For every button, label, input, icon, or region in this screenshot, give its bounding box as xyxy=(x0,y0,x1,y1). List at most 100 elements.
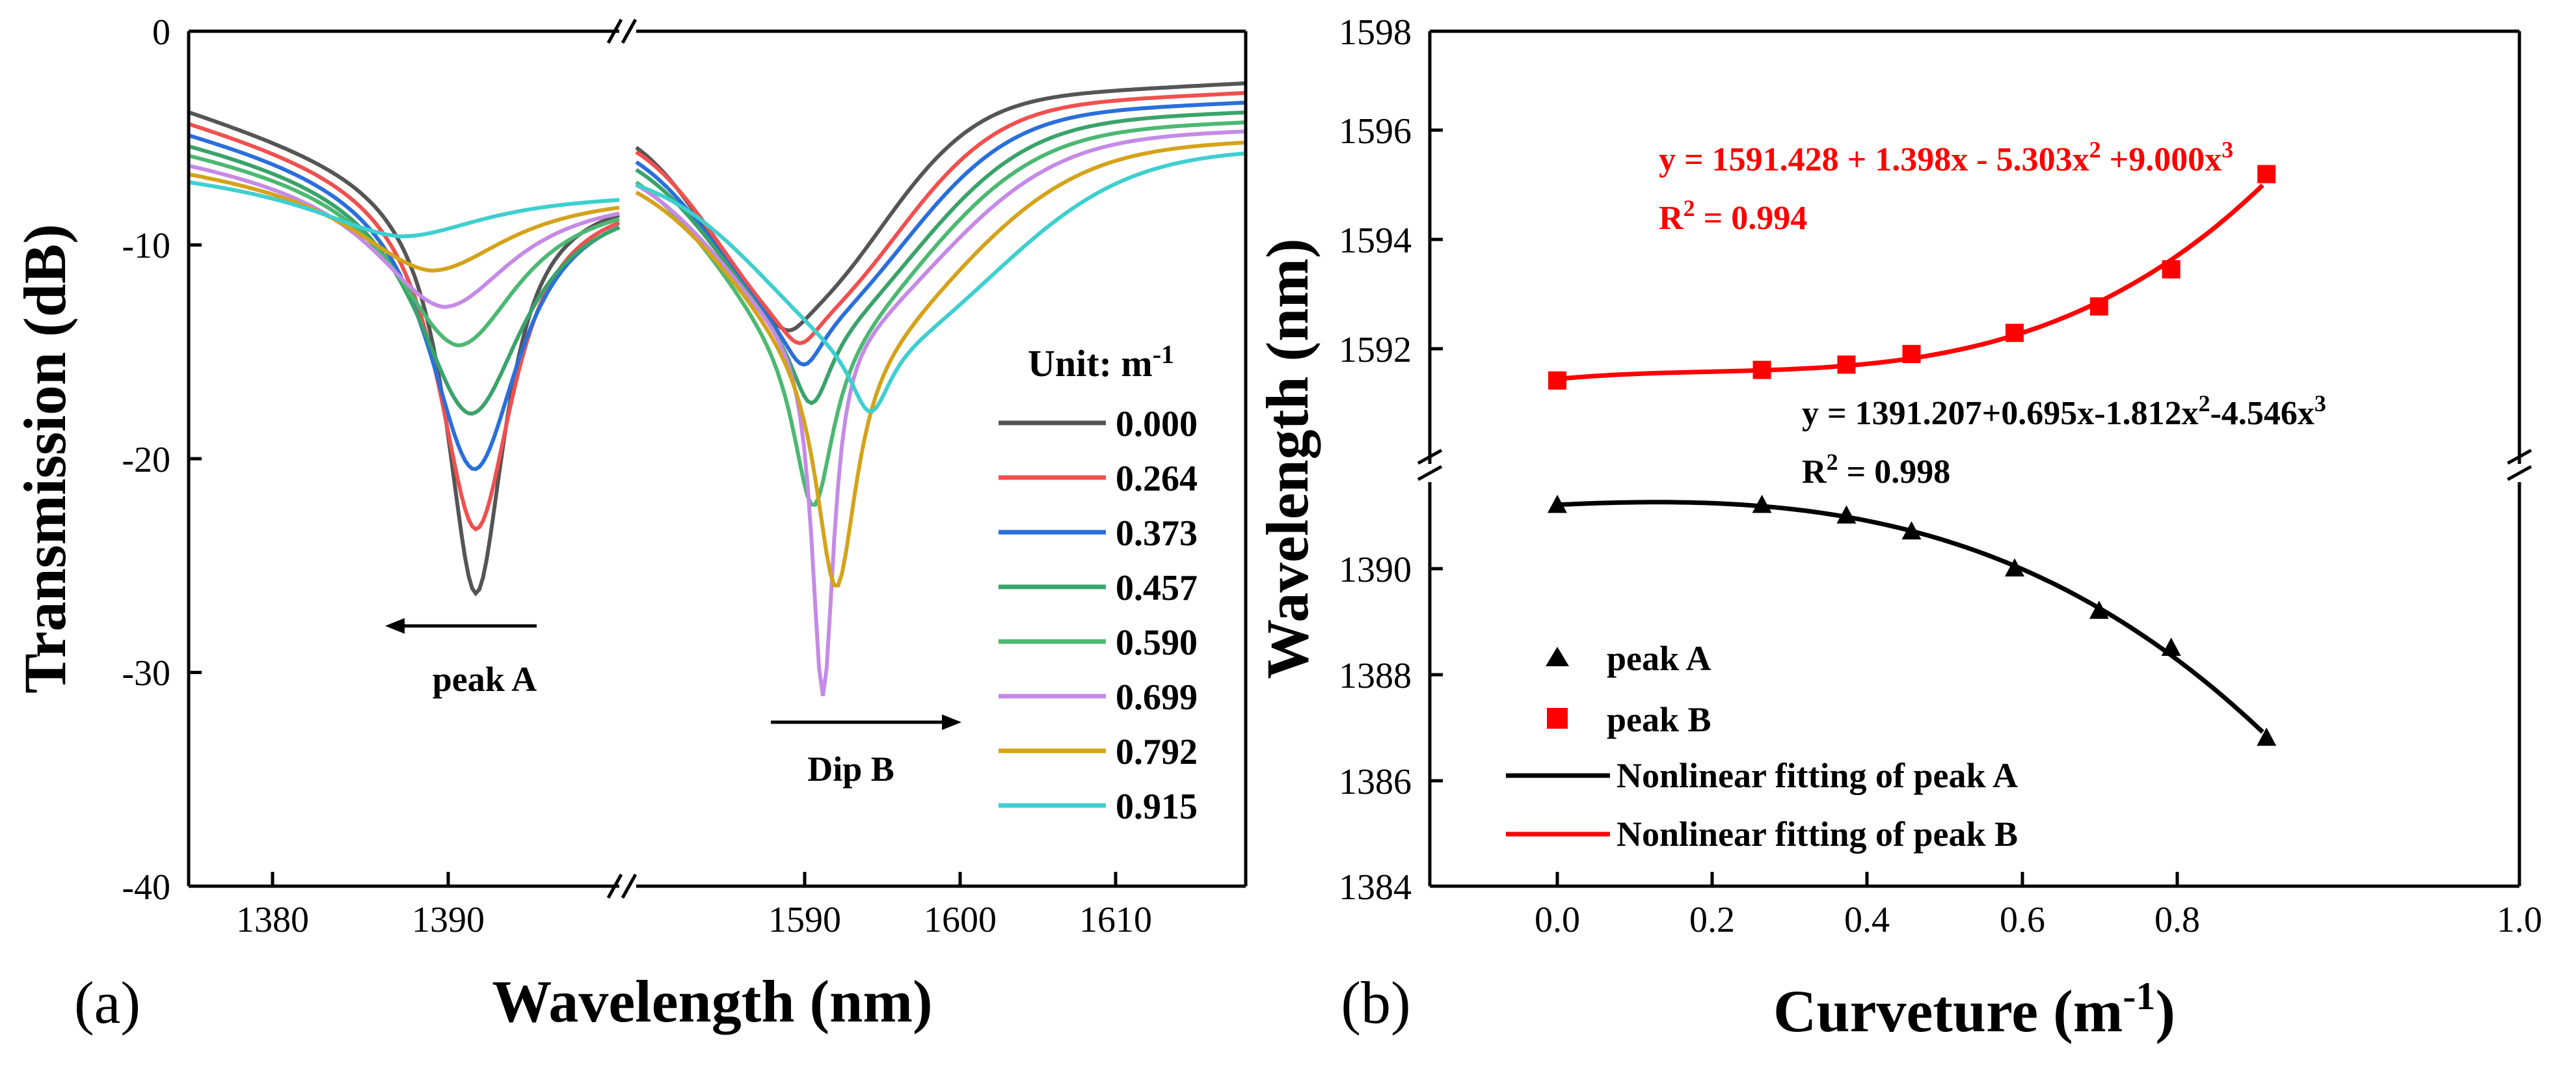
spectrum-curve-right-0.590 xyxy=(635,120,1246,507)
x-tick-label: 0.4 xyxy=(1844,900,1890,940)
panel-a-y-ticks xyxy=(189,29,202,888)
equation-peak-a-formula: y = 1391.207+0.695x-1.812x2-4.546x3 xyxy=(1802,390,2326,432)
point-peak-b xyxy=(1548,371,1566,390)
y-tick-label: -10 xyxy=(122,226,170,266)
point-peak-a xyxy=(2161,638,2181,656)
peak-a-arrowhead xyxy=(385,618,405,634)
panel-b-y-ticks xyxy=(1430,29,1443,888)
point-peak-a xyxy=(1836,505,1857,524)
point-peak-b xyxy=(1752,360,1771,379)
x-tick-label: 1610 xyxy=(1079,900,1152,940)
legend-label-0.792: 0.792 xyxy=(1116,732,1198,772)
x-tick-label: 1590 xyxy=(768,900,841,940)
y-tick-label: 1598 xyxy=(1339,12,1412,53)
y-tick-label: 1592 xyxy=(1339,330,1412,370)
spectrum-curve-right-0.699 xyxy=(635,129,1246,697)
legend-label-fit-a: Nonlinear fitting of peak A xyxy=(1617,756,2018,795)
x-tick-label: 1600 xyxy=(924,900,997,940)
x-tick-label: 0.0 xyxy=(1535,900,1580,940)
legend-title: Unit: m-1 xyxy=(1028,340,1174,385)
equation-peak-b-formula: y = 1591.428 + 1.398x - 5.303x2 +9.000x3 xyxy=(1659,137,2233,178)
dip-b-annotation: Dip B xyxy=(771,714,961,789)
spectrum-curve-left-0.000 xyxy=(188,110,620,597)
panel-b-y-axis-label: Wavelength (nm) xyxy=(1254,238,1321,679)
x-tick-label: 1.0 xyxy=(2497,900,2542,940)
panel-b-x-axis-label: Curveture (m-1) xyxy=(1773,975,2175,1044)
point-peak-b xyxy=(2162,260,2180,278)
panel-b-label: (b) xyxy=(1341,969,1410,1036)
x-tick-label: 0.2 xyxy=(1689,900,1735,940)
x-tick-label: 0.6 xyxy=(2000,900,2045,940)
panel-a-curves xyxy=(188,81,1246,697)
legend-marker-peak-b xyxy=(1547,708,1568,729)
point-peak-b xyxy=(2005,323,2024,342)
y-tick-label: 0 xyxy=(152,12,170,53)
equation-peak-b-r2: R2 = 0.994 xyxy=(1659,195,1807,237)
point-peak-a xyxy=(1901,521,1922,540)
spectrum-curve-left-0.699 xyxy=(188,163,620,309)
spectrum-curve-right-0.264 xyxy=(635,90,1246,345)
panel-a-plot-area xyxy=(189,31,1246,886)
panel-a: 0 -10 -20 -30 -40 1380 1390 1590 1600 16… xyxy=(12,12,1248,1036)
panel-a-label: (a) xyxy=(74,969,141,1036)
spectrum-curve-left-0.792 xyxy=(188,172,620,273)
panel-b-axis-break xyxy=(1417,448,2532,481)
legend-label-peak-b: peak B xyxy=(1607,700,1711,739)
point-peak-b xyxy=(2089,297,2108,316)
legend-label-0.590: 0.590 xyxy=(1116,623,1198,663)
y-tick-label: 1386 xyxy=(1339,762,1412,802)
legend-label-fit-b: Nonlinear fitting of peak B xyxy=(1617,815,2018,854)
x-tick-label: 1390 xyxy=(412,900,485,940)
x-tick-label: 0.8 xyxy=(2154,900,2200,940)
y-tick-label: 1388 xyxy=(1339,656,1412,696)
panel-b-x-ticks xyxy=(1555,872,2521,886)
legend-label-0.000: 0.000 xyxy=(1116,404,1198,444)
panel-b-x-tick-labels: 0.0 0.2 0.4 0.6 0.8 1.0 xyxy=(1535,900,2542,940)
panel-b-legend: peak A peak B Nonlinear fitting of peak … xyxy=(1506,639,2018,854)
panel-b-y-tick-labels: 1598 1596 1594 1592 1390 1388 1386 1384 xyxy=(1339,12,1412,908)
panel-a-x-ticks xyxy=(271,872,1118,886)
panel-a-axis-break xyxy=(606,18,637,899)
equation-peak-a-r2: R2 = 0.998 xyxy=(1802,449,1950,491)
legend-label-0.264: 0.264 xyxy=(1116,459,1198,499)
point-peak-b xyxy=(1902,345,1921,364)
panel-b-points xyxy=(1548,165,2277,746)
y-tick-label: 1596 xyxy=(1339,111,1412,152)
spectrum-curve-left-0.457 xyxy=(188,144,621,416)
legend-label-peak-a: peak A xyxy=(1607,639,1711,678)
legend-label-0.373: 0.373 xyxy=(1116,513,1198,554)
point-peak-a xyxy=(2004,558,2024,576)
point-peak-a xyxy=(1752,494,1772,513)
panel-a-x-axis-label: Wavelength (nm) xyxy=(492,968,932,1035)
point-peak-b xyxy=(1837,355,1856,374)
panel-b-frame xyxy=(1428,29,2521,888)
point-peak-a xyxy=(2089,601,2109,619)
legend-marker-peak-a xyxy=(1546,647,1569,666)
panel-b-plot-area xyxy=(1430,31,2519,886)
y-tick-label: -40 xyxy=(122,867,170,908)
panel-a-legend: Unit: m-1 0.000 0.264 0.373 0.457 0.590 0.699… xyxy=(999,340,1198,827)
point-peak-b xyxy=(2257,165,2276,183)
legend-label-0.699: 0.699 xyxy=(1116,677,1198,718)
legend-label-0.457: 0.457 xyxy=(1116,568,1198,608)
point-peak-a xyxy=(2257,727,2277,746)
y-tick-label: 1384 xyxy=(1339,867,1412,908)
point-peak-a xyxy=(1548,494,1567,513)
peak-a-annotation-text: peak A xyxy=(433,660,537,699)
y-tick-label: 1594 xyxy=(1339,221,1412,261)
spectrum-curve-right-0.915 xyxy=(636,151,1246,413)
dip-b-annotation-text: Dip B xyxy=(807,750,894,789)
panel-a-x-tick-labels: 1380 1390 1590 1600 1610 xyxy=(236,900,1152,940)
y-tick-label: 1390 xyxy=(1339,550,1412,590)
spectrum-curve-left-0.915 xyxy=(188,180,620,239)
dip-b-arrowhead xyxy=(942,714,961,730)
y-tick-label: -20 xyxy=(122,440,170,480)
equation-peak-a: y = 1391.207+0.695x-1.812x2-4.546x3 R2 =… xyxy=(1802,390,2326,491)
y-tick-label: -30 xyxy=(122,653,170,694)
peak-a-annotation: peak A xyxy=(385,618,537,699)
spectrum-curve-left-0.590 xyxy=(188,154,620,347)
spectrum-curve-right-0.792 xyxy=(635,141,1246,588)
equation-peak-b: y = 1591.428 + 1.398x - 5.303x2 +9.000x3… xyxy=(1659,137,2233,237)
panel-a-legend-items: 0.000 0.264 0.373 0.457 0.590 0.699 0.792 0.915 xyxy=(999,404,1198,827)
spectrum-curve-right-0.457 xyxy=(635,110,1246,406)
